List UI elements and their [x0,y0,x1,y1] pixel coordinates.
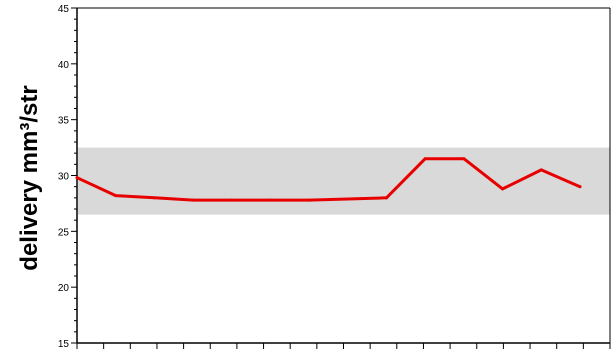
y-tick-label: 20 [58,283,70,294]
y-axis-label: delivery mm³/str [16,85,43,271]
data-point [75,176,79,180]
y-tick-label: 45 [58,4,70,15]
series-line [75,157,582,202]
tolerance-band-layer [78,147,610,215]
data-point [501,187,505,191]
y-tick-label: 40 [58,60,70,71]
tick-layer: 15 20 25 30 35 40 45 [58,4,611,350]
y-tick-label: 30 [58,172,70,183]
data-point [385,196,389,200]
data-point [346,197,350,201]
data-point [539,168,543,172]
data-point [114,194,118,198]
data-point [578,185,582,189]
data-point [307,198,311,202]
data-point [462,157,466,161]
data-point [268,198,272,202]
y-tick-label: 35 [58,116,70,127]
data-point [152,196,156,200]
y-tick-label: 25 [58,227,70,238]
data-point [423,157,427,161]
series-layer [75,157,582,202]
tolerance-band [78,147,610,215]
data-point [230,198,234,202]
data-point [191,198,195,202]
y-tick-label: 15 [58,339,70,350]
